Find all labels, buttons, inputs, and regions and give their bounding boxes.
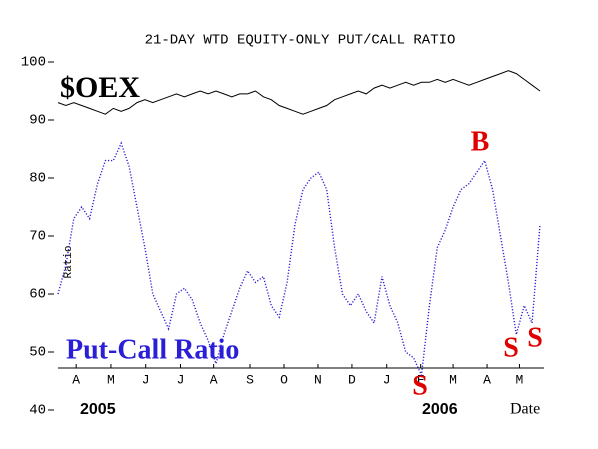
y-tick-label: 50 <box>29 345 46 361</box>
series-line <box>57 141 541 378</box>
x-tick-label: A <box>72 372 80 387</box>
y-tick-label: 60 <box>29 287 46 303</box>
x-tick-label: O <box>280 372 288 387</box>
x-tick-label: N <box>314 372 322 387</box>
x-tick-label: M <box>107 372 115 387</box>
year-label: 2005 <box>80 401 116 418</box>
y-tick-label: 90 <box>29 113 46 129</box>
annotation: S <box>412 370 428 401</box>
annotation: S <box>527 322 543 353</box>
y-tick-label: 70 <box>29 229 46 245</box>
x-tick-label: J <box>383 372 391 387</box>
x-tick-label: D <box>348 372 356 387</box>
x-tick-label: J <box>177 372 185 387</box>
year-label: Date <box>510 401 540 418</box>
x-tick-label: F <box>417 372 425 387</box>
x-tick-label: M <box>449 372 457 387</box>
y-tick-label: 100 <box>21 55 46 71</box>
x-tick-label: J <box>142 372 150 387</box>
x-tick-label: A <box>210 372 218 387</box>
chart-title: 21-DAY WTD EQUITY-ONLY PUT/CALL RATIO <box>145 33 456 49</box>
series-label: $OEX <box>60 71 140 104</box>
x-tick-label: S <box>246 372 254 387</box>
y-tick-label: 80 <box>29 171 46 187</box>
x-tick-label: A <box>483 372 491 387</box>
year-label: 2006 <box>422 401 458 418</box>
annotation: B <box>471 126 490 157</box>
annotation: S <box>503 332 519 363</box>
series-label: Put-Call Ratio <box>66 334 239 365</box>
y-tick-label: 40 <box>29 403 46 419</box>
x-tick-label: M <box>516 372 524 387</box>
series-line <box>57 70 541 115</box>
y-axis-label: Ratio <box>63 245 75 278</box>
